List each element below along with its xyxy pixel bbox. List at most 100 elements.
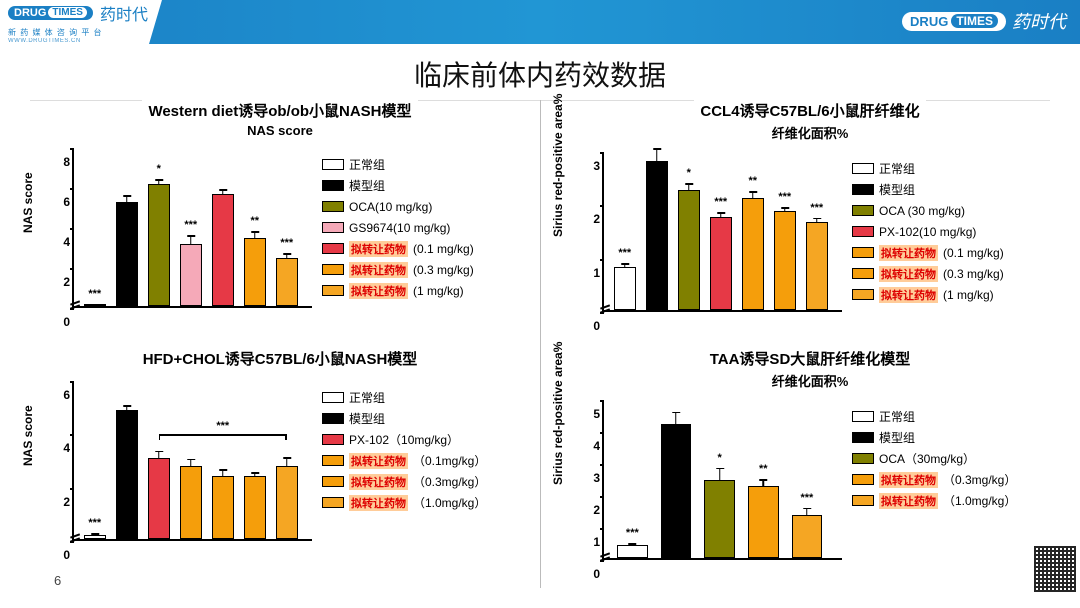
legend-label-highlight: 拟转让药物 (349, 283, 408, 299)
sig-bracket: *** (159, 434, 287, 436)
chart-q2: CCL4诱导C57BL/6小鼠肝纤维化纤维化面积%Sirius red-posi… (560, 100, 1060, 340)
legend-swatch (852, 247, 874, 258)
y-tick: 1 (588, 535, 600, 549)
error-bar (158, 179, 160, 185)
legend: 正常组模型组OCA(10 mg/kg)GS9674(10 mg/kg)拟转让药物… (322, 154, 474, 301)
bar (212, 194, 234, 306)
logo-left: DRUGTIMES 药时代 新 药 媒 体 咨 询 平 台 WWW.DRUGTI… (0, 0, 162, 44)
legend-label: PX-102（10mg/kg） (349, 431, 459, 448)
legend-label: PX-102(10 mg/kg) (879, 225, 976, 239)
legend-label: （1.0mg/kg） (413, 494, 486, 511)
y-tick: 5 (588, 407, 600, 421)
y-tick: 0 (58, 548, 70, 562)
significance-marker: *** (88, 288, 101, 300)
bar: ** (742, 198, 764, 310)
y-tick: 4 (588, 439, 600, 453)
y-tick: 6 (58, 195, 70, 209)
bar: *** (806, 222, 828, 310)
legend-swatch (852, 411, 874, 422)
legend-swatch (852, 205, 874, 216)
y-axis-label: NAS score (21, 172, 35, 233)
legend-label: 模型组 (349, 177, 385, 194)
content-area: Western diet诱导ob/ob小鼠NASH模型NAS scoreNAS … (0, 92, 1080, 608)
legend-item: 拟转让药物(1 mg/kg) (322, 280, 474, 301)
legend-swatch (322, 392, 344, 403)
legend-label: (1 mg/kg) (943, 288, 994, 302)
y-tick: 3 (588, 471, 600, 485)
legend-label-highlight: 拟转让药物 (349, 241, 408, 257)
error-bar (254, 472, 256, 477)
significance-marker: *** (618, 247, 631, 259)
error-bar (632, 543, 634, 546)
legend-item: 模型组 (322, 175, 474, 196)
y-tick: 8 (58, 155, 70, 169)
legend-swatch (322, 455, 344, 466)
error-bar (763, 479, 765, 487)
legend-swatch (322, 497, 344, 508)
legend-label: OCA(10 mg/kg) (349, 200, 432, 214)
page-number: 6 (54, 573, 61, 588)
legend-swatch (852, 453, 874, 464)
error-bar (719, 468, 721, 481)
legend-item: 模型组 (852, 427, 1016, 448)
legend-label: 模型组 (349, 410, 385, 427)
y-tick: 6 (58, 388, 70, 402)
bar (244, 476, 266, 539)
y-axis-label: NAS score (21, 405, 35, 466)
axis-break-icon (70, 535, 80, 543)
error-bar (806, 508, 808, 516)
y-axis-label: Sirius red-positive area% (551, 94, 565, 237)
plot-area: *** *** (72, 381, 312, 541)
y-tick: 0 (588, 319, 600, 333)
axis-break-icon (600, 306, 610, 314)
error-bar (158, 451, 160, 459)
legend-label: GS9674(10 mg/kg) (349, 221, 450, 235)
error-bar (222, 189, 224, 195)
axis-break-icon (600, 554, 610, 562)
bar (212, 476, 234, 539)
error-bar (126, 405, 128, 410)
bar (661, 424, 692, 558)
legend-label: 正常组 (879, 160, 915, 177)
plot-area: *** *** *** *** (72, 148, 312, 308)
legend-item: 模型组 (322, 408, 486, 429)
error-bar (254, 231, 256, 239)
legend-label: OCA（30mg/kg） (879, 450, 975, 467)
y-tick: 2 (58, 495, 70, 509)
legend-swatch (322, 413, 344, 424)
bar: *** (276, 258, 298, 306)
legend-label: 正常组 (349, 389, 385, 406)
legend-item: 拟转让药物（1.0mg/kg） (852, 490, 1016, 511)
bar: *** (180, 244, 202, 306)
y-tick: 0 (58, 315, 70, 329)
chart-subtitle: 纤维化面积% (560, 371, 1060, 390)
error-bar (752, 191, 754, 199)
plot-area: ********* (602, 400, 842, 560)
legend-swatch (852, 226, 874, 237)
legend-label: （1.0mg/kg） (943, 492, 1016, 509)
bar: *** (84, 304, 106, 306)
significance-marker: *** (626, 527, 639, 539)
bar: ** (748, 486, 779, 558)
bar: *** (614, 267, 636, 310)
legend-item: 拟转让药物（1.0mg/kg） (322, 492, 486, 513)
bar: *** (84, 535, 106, 539)
legend-swatch (322, 476, 344, 487)
legend-label: (0.3 mg/kg) (413, 263, 474, 277)
error-bar (656, 148, 658, 161)
error-bar (675, 412, 677, 425)
legend-item: PX-102(10 mg/kg) (852, 221, 1004, 242)
legend-item: OCA(10 mg/kg) (322, 196, 474, 217)
bar (646, 161, 668, 310)
legend-label-highlight: 拟转让药物 (349, 474, 408, 490)
significance-marker: *** (714, 196, 727, 208)
chart-title: HFD+CHOL诱导C57BL/6小鼠NASH模型 (137, 348, 424, 369)
y-tick: 2 (588, 212, 600, 226)
legend-item: 拟转让药物（0.3mg/kg） (322, 471, 486, 492)
error-bar (816, 218, 818, 223)
bar: * (148, 184, 170, 306)
legend-label: (0.3 mg/kg) (943, 267, 1004, 281)
legend-item: 拟转让药物（0.1mg/kg） (322, 450, 486, 471)
legend-item: 拟转让药物(0.3 mg/kg) (322, 259, 474, 280)
qr-code (1034, 546, 1076, 592)
